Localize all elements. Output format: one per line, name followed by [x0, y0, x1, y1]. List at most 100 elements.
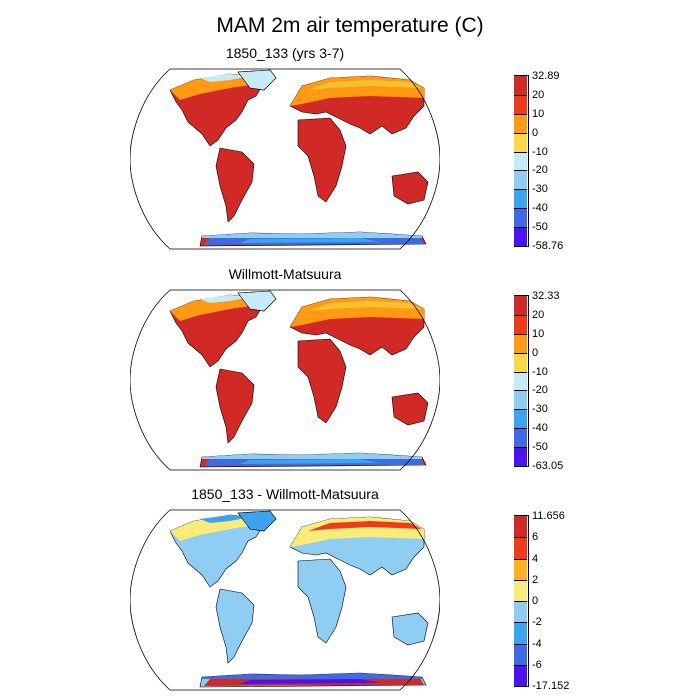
colorbar-tick-label: 20 — [532, 308, 545, 321]
colorbar-tick-label: -50 — [532, 221, 548, 234]
colorbar-segment — [514, 558, 527, 580]
colorbar-separator — [514, 227, 527, 229]
colorbar-tick-label: 6 — [532, 531, 539, 544]
colorbar-separator — [514, 643, 527, 645]
colorbar-segment — [514, 447, 527, 466]
colorbar-tick-label: -40 — [532, 422, 548, 435]
colorbar-segment — [514, 227, 527, 246]
colorbar-separator — [514, 132, 527, 134]
south-america-landmass — [215, 588, 255, 664]
antarctic-coast — [202, 232, 422, 238]
colorbar-tick-label: -6 — [532, 658, 542, 671]
colorbar-segment — [514, 208, 527, 228]
arctic-america-band — [200, 515, 250, 523]
australia-landmass — [391, 612, 429, 646]
colorbar-segment — [514, 579, 527, 601]
northern-america-band — [170, 295, 258, 321]
colorbar-segment — [514, 94, 527, 114]
australia-landmass — [391, 392, 429, 426]
map-outline — [130, 68, 440, 250]
colorbar-tick-label: -30 — [532, 403, 548, 416]
greenland-fill — [237, 510, 277, 532]
colorbar-segment — [514, 170, 527, 190]
arctic-eurasia-band — [308, 80, 422, 90]
arctic-america-band — [200, 295, 250, 303]
colorbar-tick-label: 32.33 — [532, 290, 560, 302]
panel-2-title: Willmott-Matsuura — [228, 266, 342, 282]
colorbar-segment — [514, 601, 527, 623]
colorbar-separator — [514, 428, 527, 430]
colorbar-separator — [514, 113, 527, 115]
map-panel-3 — [130, 509, 440, 691]
panel-3-title: 1850_133 - Willmott-Matsuura — [191, 486, 379, 502]
map-panel-1 — [130, 68, 440, 250]
africa-landmass — [297, 558, 347, 644]
antarctic-plateau — [240, 238, 380, 243]
colorbar-segment — [514, 314, 527, 334]
colorbar-segment — [514, 371, 527, 391]
map-panel-2 — [130, 289, 440, 471]
arctic-eurasia-band — [308, 521, 422, 531]
antarctic-coast — [202, 673, 422, 679]
colorbar-separator — [514, 189, 527, 191]
colorbar-tick-label: -63.05 — [532, 460, 564, 472]
northern-america-band — [170, 515, 258, 541]
south-america-landmass — [215, 147, 255, 223]
colorbar-separator — [514, 601, 527, 602]
colorbar-tick-label: -2 — [532, 616, 542, 629]
colorbar-tick-label: -4 — [532, 637, 542, 650]
colorbar-separator — [514, 94, 527, 96]
colorbar-segment — [514, 132, 527, 152]
colorbar-tick-label: 10 — [532, 327, 545, 340]
colorbar-tick-label: -10 — [532, 145, 548, 158]
colorbar-tick-label: -50 — [532, 441, 548, 454]
colorbar-segment — [514, 516, 527, 538]
panel-1-title: 1850_133 (yrs 3-7) — [225, 45, 345, 61]
colorbar-segment — [514, 643, 527, 665]
colorbar-tick-label: -20 — [532, 164, 548, 177]
antarctic-plateau — [240, 679, 380, 684]
colorbar-separator — [514, 409, 527, 411]
colorbar-separator — [514, 151, 527, 153]
arctic-america-band — [200, 74, 250, 82]
australia-landmass — [391, 171, 429, 205]
colorbar-tick-label: 0 — [532, 126, 539, 139]
colorbar-tick-label: -58.76 — [532, 240, 564, 252]
colorbar-separator — [514, 170, 527, 172]
colorbar-segment — [514, 113, 527, 133]
colorbar-tick-label: 4 — [532, 552, 539, 565]
colorbar-separator — [514, 208, 527, 210]
arctic-eurasia-band — [308, 301, 422, 311]
colorbar-separator — [514, 390, 527, 392]
colorbar-tick-label: 11.656 — [532, 510, 565, 522]
colorbar-tick-label: 2 — [532, 573, 539, 586]
colorbar-tick-label: -40 — [532, 202, 548, 215]
figure-title: MAM 2m air temperature (C) — [216, 14, 484, 37]
africa-landmass — [297, 117, 347, 203]
colorbar-separator — [514, 622, 527, 624]
colorbar-separator — [514, 333, 527, 335]
map-outline — [130, 289, 440, 471]
colorbar-separator — [514, 371, 527, 373]
colorbar-segment — [514, 76, 527, 95]
colorbar-tick-label: 20 — [532, 88, 545, 101]
colorbar-tick-label: 32.89 — [532, 70, 560, 82]
map-outline — [130, 509, 440, 691]
colorbar-tick-label: 10 — [532, 107, 545, 120]
colorbar-separator — [514, 579, 527, 581]
colorbar-segment — [514, 428, 527, 448]
antarctic-coast — [202, 453, 422, 459]
colorbar-separator — [514, 537, 527, 539]
colorbar-separator — [514, 314, 527, 316]
colorbar-tick-label: -17.152 — [532, 680, 570, 692]
colorbar-segment — [514, 664, 527, 686]
colorbar-separator — [514, 558, 527, 560]
colorbar-segment — [514, 352, 527, 372]
colorbar-segment — [514, 189, 527, 209]
antarctic-plateau — [240, 459, 380, 464]
greenland-fill — [237, 290, 277, 312]
colorbar-segment — [514, 409, 527, 429]
colorbar-segment — [514, 537, 527, 559]
colorbar-segment — [514, 333, 527, 353]
colorbar-tick-label: -10 — [532, 365, 548, 378]
